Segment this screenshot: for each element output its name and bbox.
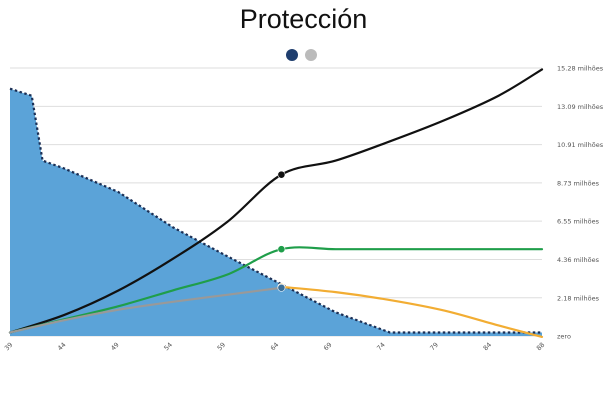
y-tick-label: 6.55 milhões [557, 218, 600, 226]
series-line-4 [280, 285, 544, 338]
series-line-3 [8, 286, 283, 334]
area-layer [9, 87, 542, 336]
x-tick-label: 49 [109, 341, 121, 353]
chart-svg: zero 2.18 milhões 4.36 milhões 6.55 milhões… [0, 42, 607, 353]
x-tick-label: 44 [56, 341, 68, 353]
y-tick-label: zero [557, 333, 571, 341]
x-tick-label: 69 [322, 341, 334, 353]
series-marker [277, 245, 286, 254]
x-tick-label: 88 [535, 341, 547, 353]
y-tick-label: 2.18 milhões [557, 294, 600, 302]
coverage-outline [9, 87, 542, 334]
coverage-area [10, 88, 542, 336]
x-tick-label: 84 [482, 341, 494, 353]
x-axis-labels: 39 44 49 54 59 64 69 74 79 84 88 [3, 341, 547, 353]
series-marker [277, 170, 286, 179]
legend-dot [305, 49, 317, 61]
y-axis-labels: zero 2.18 milhões 4.36 milhões 6.55 milhões… [557, 65, 604, 341]
x-tick-label: 79 [428, 341, 440, 353]
chart-title: Protección [239, 4, 368, 34]
markers-layer [277, 170, 286, 292]
y-tick-label: 13.09 milhões [557, 103, 604, 111]
x-tick-label: 59 [216, 341, 228, 353]
x-tick-label: 64 [269, 341, 281, 353]
y-tick-label: 15.28 milhões [557, 65, 604, 73]
chart-area: zero 2.18 milhões 4.36 milhões 6.55 milhões… [0, 42, 607, 402]
y-tick-label: 4.36 milhões [557, 256, 600, 264]
x-tick-label: 54 [162, 341, 174, 353]
x-tick-label: 39 [3, 341, 15, 353]
y-tick-label: 10.91 milhões [557, 141, 604, 149]
legend-dot [286, 49, 298, 61]
y-tick-label: 8.73 milhões [557, 179, 600, 187]
legend [286, 49, 317, 61]
x-tick-label: 74 [375, 341, 387, 353]
series-marker [277, 283, 286, 292]
